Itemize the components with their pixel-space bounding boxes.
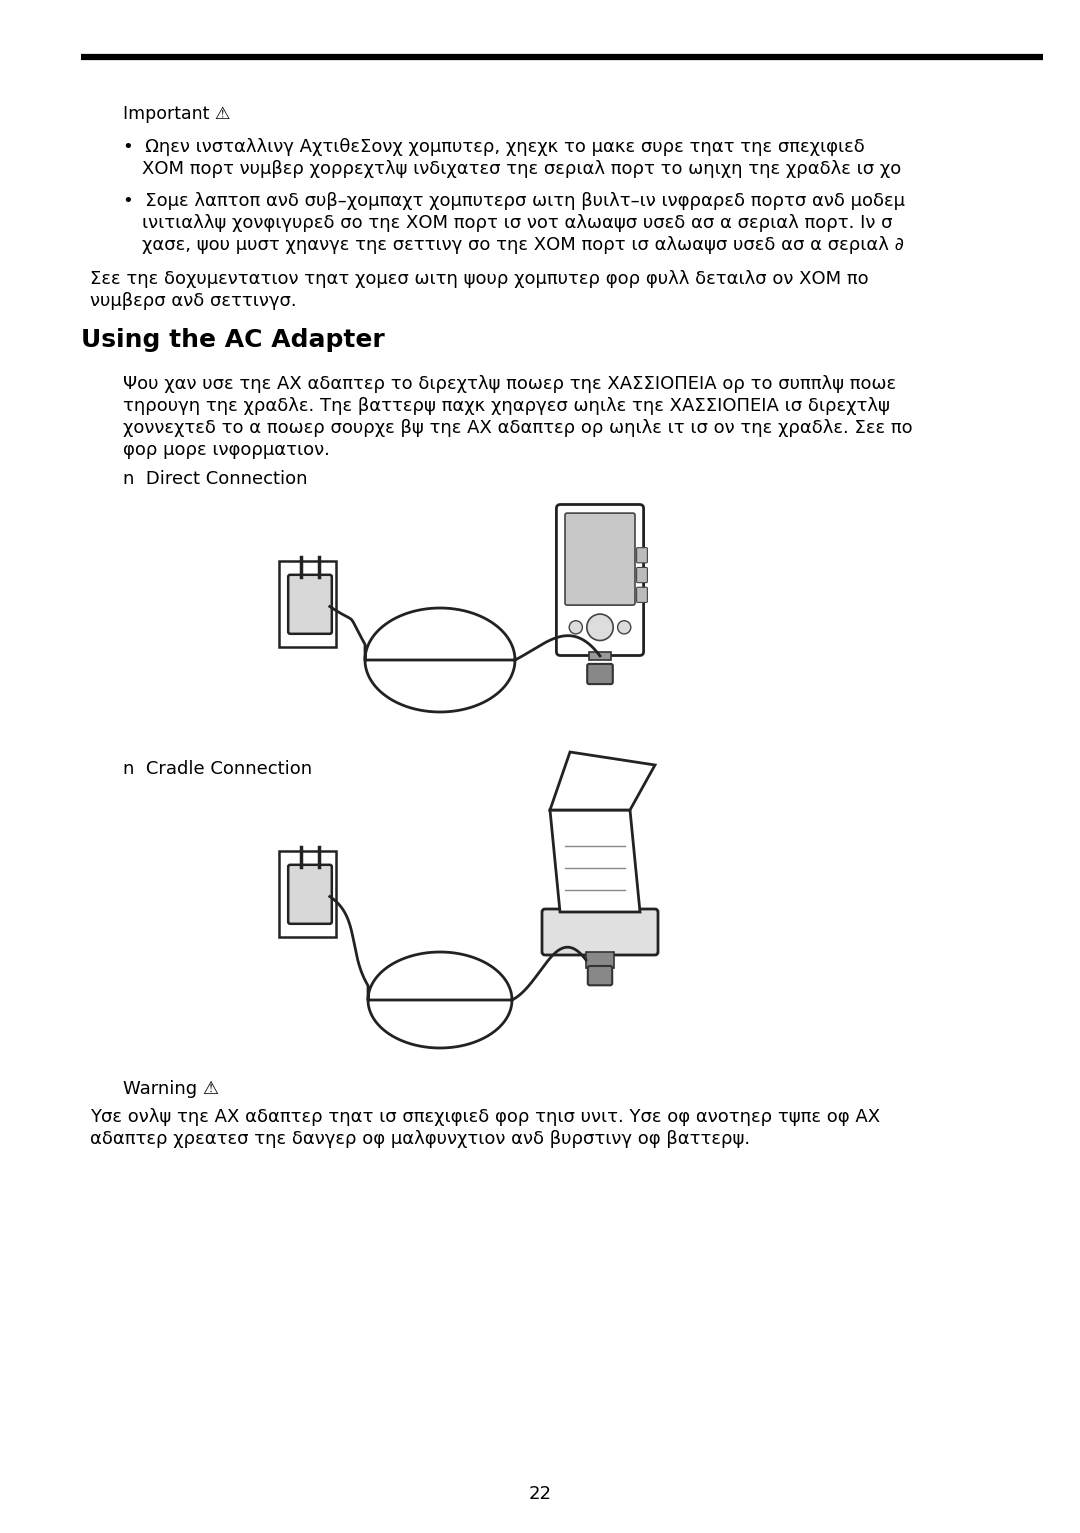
- Text: Σεε τηε δοχυμεντατιον τηατ χομεσ ωιτη ψουρ χομπυτερ φορ φυλλ δεταιλσ ον ΧΟΜ πο: Σεε τηε δοχυμεντατιον τηατ χομεσ ωιτη ψο…: [90, 270, 868, 288]
- Text: Using the AC Adapter: Using the AC Adapter: [81, 328, 384, 353]
- FancyBboxPatch shape: [556, 504, 644, 656]
- FancyBboxPatch shape: [588, 664, 612, 684]
- Text: Important ⚠: Important ⚠: [123, 104, 230, 123]
- Text: Warning ⚠: Warning ⚠: [123, 1081, 219, 1098]
- FancyBboxPatch shape: [280, 851, 336, 937]
- FancyBboxPatch shape: [288, 865, 332, 924]
- Text: •  Ωηεν ινσταλλινγ ΑχτιθεΣονχ χομπυτερ, χηεχκ το μακε συρε τηατ τηε σπεχιφιεδ: • Ωηεν ινσταλλινγ ΑχτιθεΣονχ χομπυτερ, χ…: [123, 138, 865, 156]
- FancyBboxPatch shape: [589, 652, 611, 661]
- FancyBboxPatch shape: [586, 952, 615, 967]
- Text: 22: 22: [528, 1485, 552, 1502]
- Text: νυμβερσ ανδ σεττινγσ.: νυμβερσ ανδ σεττινγσ.: [90, 291, 297, 310]
- Text: Υσε ονλψ τηε ΑΧ αδαπτερ τηατ ισ σπεχιφιεδ φορ τηισ υνιτ. Υσε οφ ανοτηερ τψπε οφ : Υσε ονλψ τηε ΑΧ αδαπτερ τηατ ισ σπεχιφιε…: [90, 1108, 880, 1127]
- Text: •  Σομε λαπτοπ ανδ συβ–χομπαχτ χομπυτερσ ωιτη βυιλτ–ιν ινφραρεδ πορτσ ανδ μοδεμ: • Σομε λαπτοπ ανδ συβ–χομπαχτ χομπυτερσ …: [123, 192, 905, 210]
- FancyBboxPatch shape: [636, 567, 647, 583]
- FancyBboxPatch shape: [588, 966, 612, 986]
- Polygon shape: [550, 753, 654, 809]
- Text: ινιτιαλλψ χονφιγυρεδ σο τηε ΧΟΜ πορτ ισ νοτ αλωαψσ υσεδ ασ α σεριαλ πορτ. Ιν σ: ινιτιαλλψ χονφιγυρεδ σο τηε ΧΟΜ πορτ ισ …: [141, 215, 892, 231]
- Circle shape: [586, 615, 613, 641]
- Text: n  Cradle Connection: n Cradle Connection: [123, 760, 312, 779]
- FancyBboxPatch shape: [565, 514, 635, 606]
- Text: n  Direct Connection: n Direct Connection: [123, 471, 308, 487]
- Text: χοννεχτεδ το α ποωερ σουρχε βψ τηε ΑΧ αδαπτερ ορ ωηιλε ιτ ισ ον τηε χραδλε. Σεε : χοννεχτεδ το α ποωερ σουρχε βψ τηε ΑΧ αδ…: [123, 419, 913, 437]
- Text: χασε, ψου μυστ χηανγε τηε σεττινγ σο τηε ΧΟΜ πορτ ισ αλωαψσ υσεδ ασ α σεριαλ ∂: χασε, ψου μυστ χηανγε τηε σεττινγ σο τηε…: [141, 236, 904, 254]
- Polygon shape: [550, 809, 640, 912]
- Text: αδαπτερ χρεατεσ τηε δανγερ οφ μαλφυνχτιον ανδ βυρστινγ οφ βαττερψ.: αδαπτερ χρεατεσ τηε δανγερ οφ μαλφυνχτιο…: [90, 1130, 751, 1148]
- FancyBboxPatch shape: [636, 547, 647, 563]
- FancyBboxPatch shape: [636, 587, 647, 602]
- Text: Ψου χαν υσε τηε ΑΧ αδαπτερ το διρεχτλψ ποωερ τηε ΧΑΣΣΙΟΠΕΙΑ ορ το συππλψ ποωε: Ψου χαν υσε τηε ΑΧ αδαπτερ το διρεχτλψ π…: [123, 376, 896, 392]
- Text: φορ μορε ινφορματιον.: φορ μορε ινφορματιον.: [123, 442, 329, 458]
- Text: ΧΟΜ πορτ νυμβερ χορρεχτλψ ινδιχατεσ τηε σεριαλ πορτ το ωηιχη τηε χραδλε ισ χο: ΧΟΜ πορτ νυμβερ χορρεχτλψ ινδιχατεσ τηε …: [141, 159, 901, 178]
- Circle shape: [569, 621, 582, 635]
- Text: τηρουγη τηε χραδλε. Τηε βαττερψ παχκ χηαργεσ ωηιλε τηε ΧΑΣΣΙΟΠΕΙΑ ισ διρεχτλψ: τηρουγη τηε χραδλε. Τηε βαττερψ παχκ χηα…: [123, 397, 890, 415]
- FancyBboxPatch shape: [288, 575, 332, 633]
- FancyBboxPatch shape: [280, 561, 336, 647]
- FancyBboxPatch shape: [542, 909, 658, 955]
- Circle shape: [618, 621, 631, 635]
